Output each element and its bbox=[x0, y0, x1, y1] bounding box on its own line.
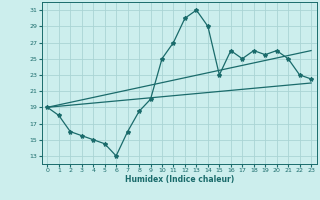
X-axis label: Humidex (Indice chaleur): Humidex (Indice chaleur) bbox=[124, 175, 234, 184]
